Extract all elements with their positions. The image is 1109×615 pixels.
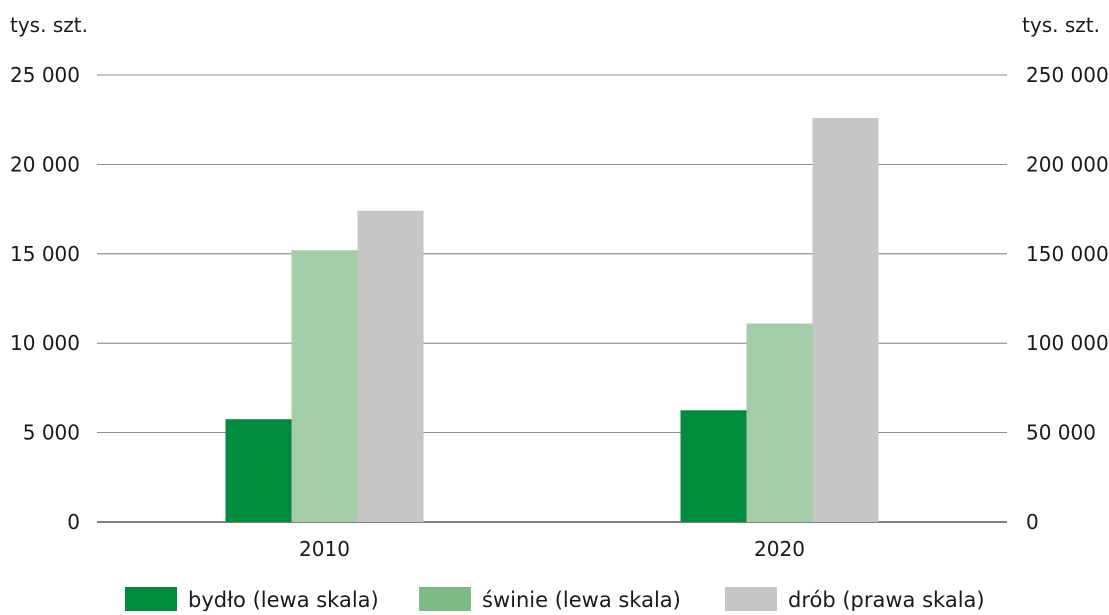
legend: bydło (lewa skala) świnie (lewa skala) dró… [125,587,985,612]
right-tick-label: 200 000 [1026,152,1109,176]
legend-swatch [725,587,777,611]
legend-label: bydło (lewa skala) [188,588,379,611]
left-tick-label: 20 000 [10,152,80,176]
x-tick-label: 2010 [299,537,350,561]
bar-bydlo-2020 [680,410,747,522]
left-tick-label: 10 000 [10,331,80,355]
x-tick-label: 2020 [754,537,805,561]
legend-label: świnie (lewa skala) [482,588,681,611]
right-tick-label: 50 000 [1026,421,1096,445]
left-tick-label: 5 000 [23,421,80,445]
right-tick-label: 100 000 [1026,331,1109,355]
right-tick-label: 250 000 [1026,63,1109,87]
bar-swinie-2020 [746,323,813,522]
right-tick-label: 150 000 [1026,242,1109,266]
bar-swinie-2010 [291,250,358,522]
left-tick-label: 0 [67,510,80,534]
bar-drob-2020 [812,117,879,523]
bar-drob-2010 [357,210,424,522]
left-axis-unit: tys. szt. [10,13,88,37]
x-axis-labels: 2010 2020 [299,537,805,561]
bars [225,117,879,523]
legend-label: drób (prawa skala) [788,588,985,611]
left-tick-label: 15 000 [10,242,80,266]
right-tick-label: 0 [1026,510,1039,534]
right-axis-ticks: 0 50 000 100 000 150 000 200 000 250 000 [1026,63,1109,534]
legend-swatch [419,587,471,611]
left-axis-ticks: 0 5 000 10 000 15 000 20 000 25 000 [10,63,80,534]
legend-swatch [125,587,177,611]
bar-bydlo-2010 [225,419,292,522]
left-tick-label: 25 000 [10,63,80,87]
right-axis-unit: tys. szt. [1022,13,1100,37]
